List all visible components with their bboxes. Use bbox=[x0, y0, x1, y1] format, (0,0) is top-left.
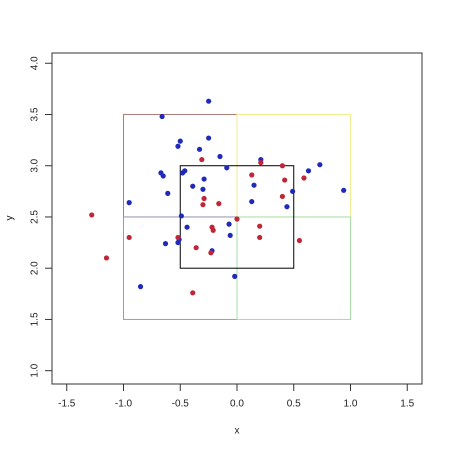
point bbox=[159, 113, 165, 120]
point bbox=[282, 177, 288, 183]
point bbox=[126, 234, 132, 241]
point bbox=[200, 186, 206, 192]
point bbox=[184, 224, 190, 230]
point bbox=[279, 193, 285, 200]
point bbox=[126, 200, 132, 206]
point bbox=[193, 245, 199, 251]
point bbox=[279, 163, 285, 169]
y-tick-label: 4.0 bbox=[30, 56, 41, 70]
x-tick-label: -1.0 bbox=[115, 399, 133, 410]
point bbox=[290, 188, 296, 194]
point bbox=[249, 172, 255, 178]
point bbox=[178, 213, 184, 219]
point bbox=[317, 162, 323, 168]
y-tick-label: 1.5 bbox=[30, 312, 41, 326]
point bbox=[234, 216, 240, 222]
point bbox=[103, 255, 110, 261]
point bbox=[89, 212, 95, 218]
point bbox=[206, 98, 212, 104]
point bbox=[284, 204, 290, 210]
point bbox=[216, 201, 222, 207]
point bbox=[196, 146, 203, 152]
x-tick-label: 1.5 bbox=[400, 399, 414, 410]
point bbox=[175, 239, 181, 246]
point bbox=[179, 170, 186, 176]
point bbox=[190, 183, 196, 189]
y-tick-label: 3.0 bbox=[30, 158, 41, 172]
point bbox=[305, 168, 312, 174]
point bbox=[165, 190, 171, 196]
point bbox=[190, 290, 196, 296]
point bbox=[177, 138, 183, 144]
point bbox=[226, 221, 232, 227]
x-tick-label: -0.5 bbox=[172, 399, 190, 410]
point bbox=[175, 234, 181, 241]
point bbox=[227, 232, 233, 239]
x-tick-label: 0.5 bbox=[287, 399, 301, 410]
point bbox=[199, 156, 205, 163]
point bbox=[224, 165, 230, 171]
point bbox=[206, 135, 212, 141]
point bbox=[251, 182, 257, 188]
x-axis-label: x bbox=[235, 426, 240, 437]
point bbox=[201, 195, 207, 202]
y-axis-label: y bbox=[5, 216, 16, 221]
y-tick-label: 1.0 bbox=[30, 363, 41, 377]
point bbox=[257, 223, 263, 229]
point bbox=[301, 175, 307, 181]
point bbox=[341, 187, 347, 193]
point bbox=[208, 250, 214, 256]
point bbox=[137, 284, 144, 290]
x-tick-label: 1.0 bbox=[344, 399, 358, 410]
point bbox=[162, 241, 169, 247]
x-tick-label: 0.0 bbox=[230, 399, 244, 410]
y-tick-label: 2.0 bbox=[30, 261, 41, 275]
point bbox=[232, 273, 238, 279]
point bbox=[217, 153, 223, 160]
point bbox=[200, 202, 206, 208]
point bbox=[296, 237, 303, 244]
point bbox=[175, 143, 181, 149]
point bbox=[258, 160, 264, 166]
y-tick-label: 3.5 bbox=[30, 107, 41, 121]
x-tick-label: -1.5 bbox=[58, 399, 76, 410]
point bbox=[201, 176, 207, 182]
point bbox=[257, 234, 263, 241]
point bbox=[210, 227, 216, 233]
y-tick-label: 2.5 bbox=[30, 210, 41, 224]
point bbox=[160, 173, 166, 179]
point bbox=[249, 198, 255, 205]
